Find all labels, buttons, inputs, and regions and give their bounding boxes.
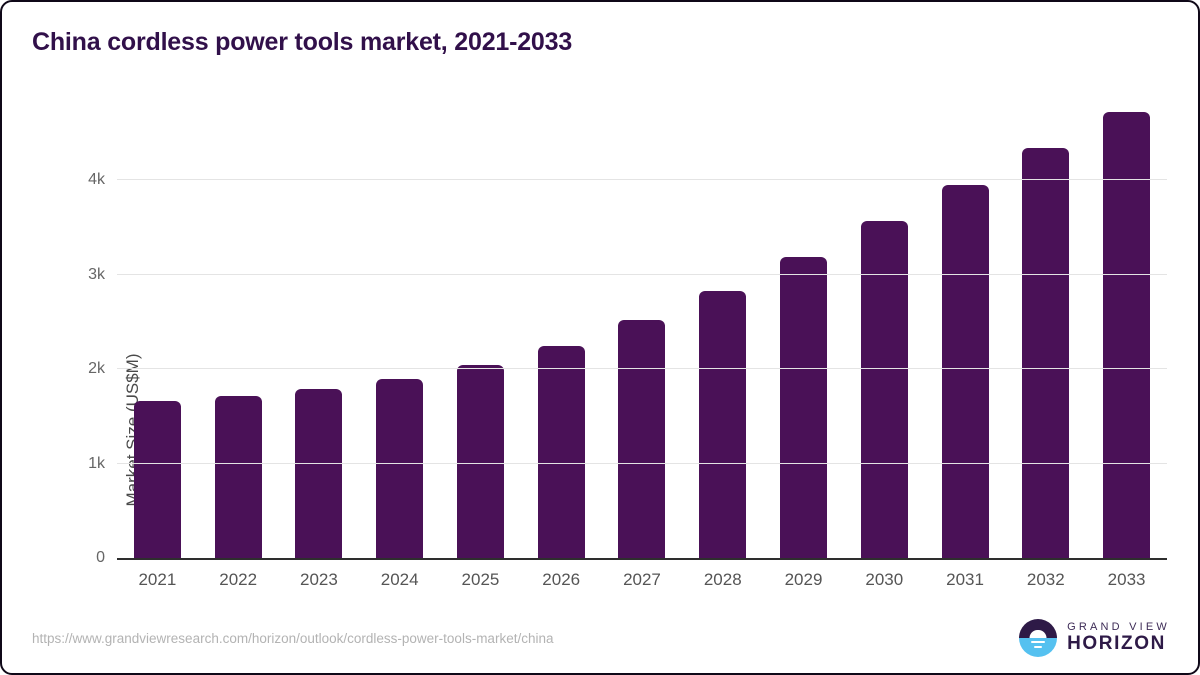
x-tick-label-2022: 2022	[219, 570, 258, 589]
bar-2025	[456, 364, 504, 558]
bar-column-2028	[682, 102, 763, 558]
bar-column-2031	[925, 102, 1006, 558]
x-tick-label-2028: 2028	[703, 570, 742, 589]
bar-2027	[618, 320, 666, 558]
bar-2029	[780, 257, 827, 558]
bar-column-2026	[521, 102, 602, 558]
x-tick-label-2023: 2023	[300, 570, 338, 589]
bar-2023	[295, 388, 343, 558]
logo-brand-name: GRAND VIEW	[1067, 620, 1170, 633]
gridline-4k	[117, 179, 1167, 181]
plot-grid: 0 1k 2k 3k 4k	[88, 102, 1167, 566]
y-tick-label: 2k	[88, 360, 105, 378]
x-tick-label-2026: 2026	[542, 570, 581, 589]
gridline-3k	[117, 273, 1167, 275]
x-tick-label-2025: 2025	[461, 570, 500, 589]
source-url: https://www.grandviewresearch.com/horizo…	[32, 630, 554, 646]
reflection-line-icon	[1031, 640, 1046, 644]
bar-column-2027	[602, 102, 683, 558]
x-tick-label-2024: 2024	[380, 570, 419, 589]
bar-column-2025	[440, 102, 521, 558]
bar-2033	[1103, 112, 1151, 558]
y-tick-label: 3k	[88, 265, 105, 283]
horizon-sunrise-icon	[1019, 619, 1058, 657]
bar-column-2021	[117, 102, 198, 558]
chart-title: China cordless power tools market, 2021-…	[32, 28, 573, 56]
bar-2022	[214, 395, 262, 558]
bar-column-2024	[359, 102, 440, 558]
y-tick-label: 1k	[88, 454, 105, 472]
y-tick-label: 4k	[88, 171, 105, 189]
reflection-line-icon	[1034, 645, 1043, 649]
logo-text: GRAND VIEW HORIZON	[1067, 621, 1170, 655]
x-axis-labels: 2021 2022 2023 2024 2025 2026 2027 2028 2029 2030…	[117, 570, 1167, 590]
bar-column-2029	[763, 102, 844, 558]
x-tick-label-2027: 2027	[623, 570, 661, 589]
gridline-1k	[117, 462, 1167, 464]
footer: https://www.grandviewresearch.com/horizo…	[32, 617, 1170, 659]
x-tick-label-2030: 2030	[865, 570, 904, 589]
bar-2030	[860, 221, 908, 558]
bar-column-2023	[279, 102, 360, 558]
x-tick-label-2031: 2031	[946, 570, 984, 589]
bar-column-2032	[1005, 102, 1086, 558]
bar-column-2033	[1086, 102, 1167, 558]
grand-view-horizon-logo: GRAND VIEW HORIZON	[1019, 619, 1170, 657]
bar-column-2030	[844, 102, 925, 558]
bar-column-2022	[198, 102, 279, 558]
bar-series	[117, 102, 1167, 558]
bar-2031	[941, 185, 989, 558]
bar-2028	[699, 290, 747, 558]
bar-2021	[133, 401, 181, 558]
x-tick-label-2033: 2033	[1107, 570, 1146, 589]
x-tick-label-2021: 2021	[138, 570, 177, 589]
gridline-2k	[117, 368, 1167, 370]
sun-icon	[1029, 629, 1047, 638]
bar-2032	[1022, 148, 1070, 558]
x-tick-label-2032: 2032	[1026, 570, 1065, 589]
bar-2026	[537, 345, 585, 558]
plot-area: Market Size (US$M) 0 1k 2k 3k 4k	[88, 102, 1167, 566]
logo-product-name: HORIZON	[1067, 633, 1166, 655]
x-tick-label-2029: 2029	[784, 570, 823, 589]
bar-2024	[376, 378, 424, 558]
y-tick-label: 0	[96, 549, 105, 566]
